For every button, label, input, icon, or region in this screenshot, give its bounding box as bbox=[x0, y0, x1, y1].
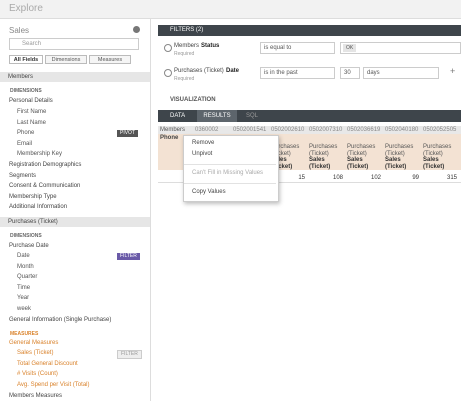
column-view: Purchases (Ticket) bbox=[347, 144, 376, 157]
field[interactable]: Email bbox=[17, 140, 33, 147]
filter-badge[interactable]: FILTER bbox=[117, 253, 140, 260]
field[interactable]: week bbox=[17, 305, 32, 312]
filter-note: Required bbox=[174, 51, 195, 57]
group[interactable]: Additional Information bbox=[9, 204, 68, 211]
group[interactable]: General Information (Single Purchase) bbox=[9, 317, 112, 323]
filter-field: Members bbox=[174, 43, 200, 49]
menu-item[interactable]: Unpivot bbox=[192, 151, 213, 157]
page-title: Explore bbox=[9, 3, 43, 14]
filters-title[interactable]: FILTERS (2) bbox=[170, 27, 204, 33]
data-title[interactable]: DATA bbox=[170, 113, 186, 119]
column-view: Purchases (Ticket) bbox=[271, 144, 300, 157]
field[interactable]: Phone bbox=[17, 130, 35, 137]
pivot-value: 0502040180 bbox=[385, 127, 419, 133]
menu-item: Can't Fill in Missing Values bbox=[192, 170, 264, 176]
unit-select[interactable]: days bbox=[363, 67, 439, 79]
field[interactable]: Total General Discount bbox=[17, 360, 78, 367]
operator-select[interactable]: is equal to bbox=[260, 42, 335, 54]
section-title[interactable]: Members bbox=[8, 74, 34, 80]
field-tab[interactable]: Measures bbox=[89, 55, 131, 64]
gear-icon bbox=[164, 44, 172, 52]
value-cell: 108 bbox=[332, 175, 343, 181]
collapse-icon bbox=[133, 26, 140, 33]
column-field: Sales (Ticket) bbox=[309, 157, 331, 170]
field[interactable]: Membership Key bbox=[17, 151, 63, 158]
field[interactable]: Month bbox=[17, 263, 34, 270]
field[interactable]: Last Name bbox=[17, 119, 47, 126]
group[interactable]: Personal Details bbox=[9, 98, 53, 104]
top-bar bbox=[0, 0, 461, 19]
column-view: Purchases (Ticket) bbox=[385, 144, 414, 157]
field[interactable]: Time bbox=[17, 284, 31, 291]
filter-field-name: Date bbox=[226, 68, 240, 74]
value-cell: 15 bbox=[298, 175, 305, 181]
pivot-value: 0502002610 bbox=[271, 127, 305, 133]
row-header: Members bbox=[160, 127, 186, 133]
pivot-value: 0360002 bbox=[195, 127, 219, 133]
field[interactable]: Avg. Spend per Visit (Total) bbox=[17, 382, 90, 389]
section-header bbox=[0, 72, 150, 82]
filter-note: Required bbox=[174, 76, 195, 82]
column-view: Purchases (Ticket) bbox=[309, 144, 338, 157]
value-cell: 315 bbox=[446, 175, 457, 181]
filter-field-name: Status bbox=[201, 43, 220, 49]
value-cell: 99 bbox=[412, 175, 419, 181]
value-cell: 102 bbox=[370, 175, 381, 181]
column-field: Sales (Ticket) bbox=[347, 157, 369, 170]
section-title[interactable]: Purchases (Ticket) bbox=[8, 219, 58, 225]
group[interactable]: Segments bbox=[9, 172, 37, 179]
add-icon: + bbox=[450, 66, 456, 76]
gear-icon bbox=[164, 69, 172, 77]
group[interactable]: General Measures bbox=[9, 340, 59, 346]
value-chip: OK bbox=[343, 44, 357, 52]
group-label: DIMENSIONS bbox=[10, 88, 42, 94]
group-label: DIMENSIONS bbox=[10, 233, 42, 239]
pivot-value: 0502007310 bbox=[309, 127, 343, 133]
filter-badge[interactable]: FILTER bbox=[117, 350, 142, 359]
group-label: MEASURES bbox=[10, 331, 39, 337]
group[interactable]: Consent & Communication bbox=[9, 183, 81, 190]
field-tab[interactable]: Dimensions bbox=[45, 55, 87, 64]
field[interactable]: Sales (Ticket) bbox=[17, 350, 54, 356]
sidebar-title: Sales bbox=[9, 26, 30, 35]
group[interactable]: Registration Demographics bbox=[9, 162, 82, 168]
menu-separator bbox=[184, 164, 276, 165]
divider bbox=[150, 18, 151, 401]
data-row bbox=[158, 172, 461, 183]
filters-bar bbox=[158, 25, 461, 36]
menu-separator bbox=[184, 183, 276, 184]
tab[interactable]: RESULTS bbox=[197, 110, 237, 122]
pivot-row bbox=[158, 126, 461, 134]
visualization[interactable]: VISUALIZATION bbox=[170, 97, 216, 103]
field[interactable]: Year bbox=[17, 295, 30, 301]
group[interactable]: Membership Type bbox=[9, 193, 57, 200]
field-tab[interactable]: All Fields bbox=[9, 55, 43, 64]
menu-item[interactable]: Copy Values bbox=[192, 189, 226, 195]
pivot-value: 0502001541 bbox=[233, 127, 267, 133]
context-menu bbox=[183, 135, 279, 202]
column-field: Sales (Ticket) bbox=[423, 157, 445, 170]
group[interactable]: Purchase Date bbox=[9, 243, 49, 249]
pivot-value: 0502052505 bbox=[423, 127, 457, 133]
field[interactable]: Quarter bbox=[17, 274, 38, 280]
value-box bbox=[340, 42, 461, 54]
group[interactable]: Members Measures bbox=[9, 393, 63, 399]
field[interactable]: Date bbox=[17, 253, 30, 259]
section-header bbox=[0, 217, 150, 227]
menu-item[interactable]: Remove bbox=[192, 140, 215, 146]
filter-field: Purchases (Ticket) bbox=[174, 68, 224, 74]
field[interactable]: First Name bbox=[17, 109, 47, 115]
column-view: Purchases (Ticket) bbox=[423, 144, 452, 157]
column-field: Sales (Ticket) bbox=[385, 157, 407, 170]
pivot-badge[interactable]: PIVOT bbox=[117, 130, 139, 138]
field[interactable]: # Visits (Count) bbox=[17, 371, 58, 378]
pivot-value: 0502036619 bbox=[347, 127, 381, 133]
value-input[interactable]: 30 bbox=[340, 67, 360, 79]
row-subheader: Phone bbox=[160, 135, 179, 141]
search-box[interactable]: Search bbox=[9, 38, 139, 50]
tab[interactable]: SQL bbox=[246, 113, 259, 119]
operator-select[interactable]: is in the past bbox=[260, 67, 335, 79]
